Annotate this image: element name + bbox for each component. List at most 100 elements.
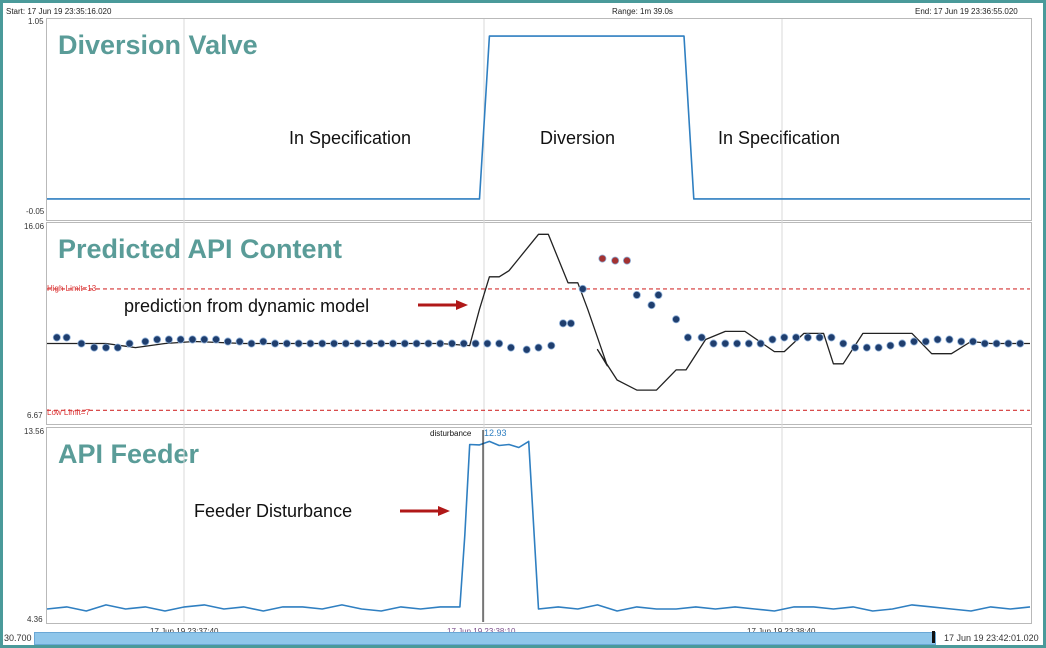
prediction-point (647, 301, 656, 310)
prediction-point (294, 339, 303, 348)
prediction-point (792, 333, 801, 342)
prediction-point (52, 333, 61, 342)
prediction-point (957, 337, 966, 346)
prediction-point (578, 284, 587, 293)
prediction-point (141, 337, 150, 346)
prediction-point (259, 337, 268, 346)
prediction-point (815, 333, 824, 342)
prediction-point (547, 341, 556, 350)
y-max-label: 16.06 (24, 222, 45, 231)
annotation-diversion: Diversion (540, 128, 616, 148)
prediction-point (125, 339, 134, 348)
prediction-point (153, 335, 162, 344)
prediction-point (898, 339, 907, 348)
prediction-point (768, 335, 777, 344)
prediction-point (654, 290, 663, 299)
annotation-in-spec-left: In Specification (289, 128, 412, 148)
prediction-point (212, 335, 221, 344)
panel-title: API Feeder (58, 439, 200, 469)
prediction-point (744, 339, 753, 348)
x-tick-label: 17 Jun 19 23:38:40 (747, 627, 816, 636)
prediction-point (424, 339, 433, 348)
prediction-point (200, 335, 209, 344)
prediction-point (933, 335, 942, 344)
prediction-point (90, 343, 99, 352)
prediction-point (176, 335, 185, 344)
prediction-point (506, 343, 515, 352)
feeder-series-line (46, 440, 1031, 612)
panel-diversion-valve (46, 18, 1032, 221)
prediction-point (353, 339, 362, 348)
prediction-point (874, 343, 883, 352)
prediction-point (968, 337, 977, 346)
prediction-point (271, 339, 280, 348)
prediction-point (683, 333, 692, 342)
end-label: End: 17 Jun 19 23:36:55.020 (915, 7, 1018, 16)
prediction-point (886, 341, 895, 350)
prediction-point (341, 339, 350, 348)
prediction-point (447, 339, 456, 348)
valve-series-line (47, 35, 1030, 200)
annotation-arrowhead (456, 300, 468, 310)
prediction-point (223, 337, 232, 346)
prediction-point (566, 319, 575, 328)
disturbance-marker-label: disturbance (430, 429, 472, 438)
prediction-point (483, 339, 492, 348)
prediction-point (559, 319, 568, 328)
prediction-point (534, 343, 543, 352)
annotation-feeder-disturbance: Feeder Disturbance (194, 501, 353, 521)
prediction-point (709, 339, 718, 348)
y-min-label: -0.05 (26, 207, 45, 216)
prediction-point (377, 339, 386, 348)
prediction-point (113, 343, 122, 352)
range-label: Range: 1m 39.0s (612, 7, 673, 16)
annotation-prediction: prediction from dynamic model (124, 296, 370, 316)
low-limit-label: Low Limit=7 (47, 408, 90, 417)
y-max-label: 1.05 (28, 17, 44, 26)
prediction-point (756, 339, 765, 348)
disturbance-value-label: 12.93 (484, 428, 507, 438)
prediction-point (471, 339, 480, 348)
prediction-point (611, 256, 620, 265)
prediction-point (992, 339, 1001, 348)
panel-title: Predicted API Content (58, 234, 343, 264)
prediction-point (436, 339, 445, 348)
panel-api-feeder (46, 427, 1032, 624)
prediction-point (945, 335, 954, 344)
x-tick-label: 17 Jun 19 23:38:10 (447, 627, 516, 636)
prediction-point (721, 339, 730, 348)
prediction-point (1016, 339, 1025, 348)
annotation-arrowhead (438, 506, 450, 516)
prediction-point (330, 339, 339, 348)
prediction-point (318, 339, 327, 348)
prediction-point (282, 339, 291, 348)
prediction-point (780, 333, 789, 342)
panel-title: Diversion Valve (58, 30, 258, 60)
prediction-point (827, 333, 836, 342)
prediction-point (598, 254, 607, 263)
x-tick-label: 17 Jun 19 23:37:40 (150, 627, 219, 636)
left-value: 30.700 (4, 633, 32, 643)
prediction-point (400, 339, 409, 348)
prediction-point (980, 339, 989, 348)
prediction-point (839, 339, 848, 348)
prediction-point (459, 339, 468, 348)
prediction-point (632, 290, 641, 299)
prediction-point (101, 343, 110, 352)
prediction-line (47, 233, 1030, 391)
scroll-end-time: 17 Jun 19 23:42:01.020 (944, 633, 1039, 643)
prediction-point (412, 339, 421, 348)
prediction-point (862, 343, 871, 352)
prediction-point (522, 345, 531, 354)
prediction-point (672, 315, 681, 324)
scrollbar-thumb[interactable] (932, 631, 935, 643)
prediction-point (164, 335, 173, 344)
prediction-point (622, 256, 631, 265)
time-scrollbar[interactable] (34, 632, 936, 645)
prediction-point (365, 339, 374, 348)
prediction-point (188, 335, 197, 344)
prediction-point (733, 339, 742, 348)
prediction-point (851, 343, 860, 352)
prediction-point (77, 339, 86, 348)
start-label: Start: 17 Jun 19 23:35:16.020 (6, 7, 112, 16)
